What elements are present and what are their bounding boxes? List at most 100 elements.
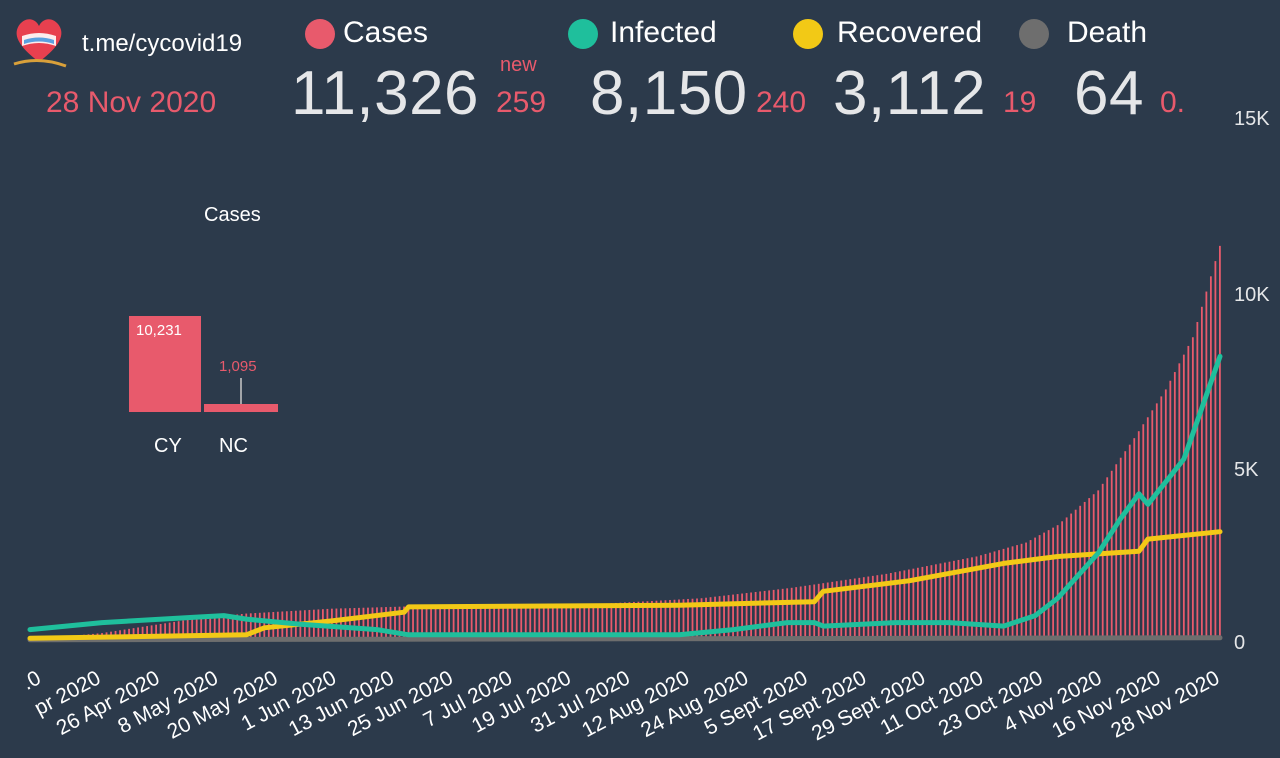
cases-bar (1029, 540, 1032, 640)
cases-bar (443, 605, 446, 640)
infected-line (27, 353, 1223, 638)
cases-bar (177, 621, 180, 640)
cases-bar (335, 608, 338, 640)
infected-total: 8,150 (590, 59, 748, 128)
cases-bar (249, 613, 252, 640)
cases-bar (1187, 345, 1190, 640)
cases-bar (768, 590, 771, 640)
cases-bar (1164, 389, 1167, 640)
cases-bar (916, 567, 919, 640)
new-label: new (500, 54, 537, 76)
cases-bar (709, 597, 712, 640)
cases-bar (1047, 530, 1050, 640)
cases-bar (655, 600, 658, 640)
cases-bar (723, 595, 725, 640)
cases-bar (578, 603, 581, 640)
cases-bar (173, 621, 176, 640)
death-label: Death (1067, 16, 1148, 49)
cases-bar (1119, 457, 1122, 640)
cases-bar (673, 599, 676, 640)
cases-bar (1196, 322, 1199, 640)
cases-bar (155, 624, 158, 640)
cases-bar (1034, 537, 1036, 640)
y-tick-15k: 15K (1234, 108, 1270, 130)
cases-bar (912, 568, 915, 640)
cases-bar (1137, 431, 1140, 640)
cases-bar (204, 617, 207, 640)
cases-bar (944, 562, 946, 640)
cases-new: 259 (496, 86, 547, 119)
cases-bar (1092, 494, 1095, 640)
cases-bar (1070, 513, 1073, 640)
cases-bar (605, 603, 608, 640)
cases-bar (416, 606, 419, 640)
cases-bar (619, 602, 622, 640)
cases-bar (930, 565, 933, 640)
cases-label: Cases (343, 16, 429, 49)
cases-bar (506, 604, 509, 640)
cases-bar (1151, 410, 1154, 640)
cases-bar (786, 588, 789, 640)
cases-bar (601, 603, 604, 640)
cases-bar (236, 614, 239, 640)
cases-bar (1182, 354, 1185, 640)
cases-bar (1020, 543, 1023, 640)
cases-bar (475, 605, 478, 640)
cases-bar (759, 591, 762, 640)
cases-bar (533, 604, 536, 640)
cases-bar (551, 604, 554, 640)
cases-bar (610, 603, 613, 640)
cases-bar (975, 556, 978, 640)
cases-bar (457, 605, 460, 640)
cases-bar (651, 600, 653, 640)
death-line (27, 635, 1223, 643)
report-date: 28 Nov 2020 (46, 86, 217, 119)
cases-bar (637, 601, 640, 640)
cases-bar (470, 605, 473, 640)
cases-bar (502, 604, 505, 640)
cases-bar (898, 571, 901, 640)
cases-bar (191, 619, 194, 640)
cases-bar (646, 601, 649, 640)
cases-bar (1025, 542, 1027, 640)
cases-bar (434, 605, 437, 640)
cases-bar (367, 607, 369, 640)
channel-link[interactable]: t.me/cycovid19 (82, 30, 243, 57)
cases-bar (935, 564, 937, 640)
y-tick-10k: 10K (1234, 284, 1270, 306)
cases-bar (696, 598, 698, 640)
inset-category-nc: NC (219, 435, 248, 457)
cases-bar (182, 620, 185, 640)
inset-chart (129, 316, 278, 412)
cases-bar (1065, 517, 1068, 640)
cases-bar (1088, 498, 1091, 640)
cases-bar (971, 557, 973, 640)
inset-bar-cy (129, 316, 201, 412)
cases-bar (1124, 451, 1127, 640)
cases-bar (394, 606, 396, 640)
cases-bar (141, 626, 144, 640)
cases-bar (484, 605, 487, 640)
cases-bar (1007, 547, 1009, 640)
cases-bar (660, 600, 662, 640)
cases-bar (371, 607, 374, 640)
cases-bar (560, 604, 563, 640)
cases-bar (993, 551, 996, 640)
cases-bar (853, 578, 856, 640)
cases-bar (362, 607, 365, 640)
cases-bar (200, 618, 203, 640)
cases-bar (714, 596, 716, 640)
cases-bar (448, 605, 450, 640)
cases-total: 11,326 (291, 59, 480, 128)
cases-bar (691, 598, 694, 640)
cases-bar (1142, 424, 1145, 640)
cases-bar (1219, 245, 1221, 641)
cases-bar (736, 594, 739, 640)
cases-bar (1178, 363, 1181, 640)
cases-bar (718, 596, 721, 640)
cases-bar (407, 606, 410, 640)
cases-bar (1173, 372, 1176, 640)
cases-bar (231, 614, 234, 640)
cases-bar (227, 615, 230, 640)
